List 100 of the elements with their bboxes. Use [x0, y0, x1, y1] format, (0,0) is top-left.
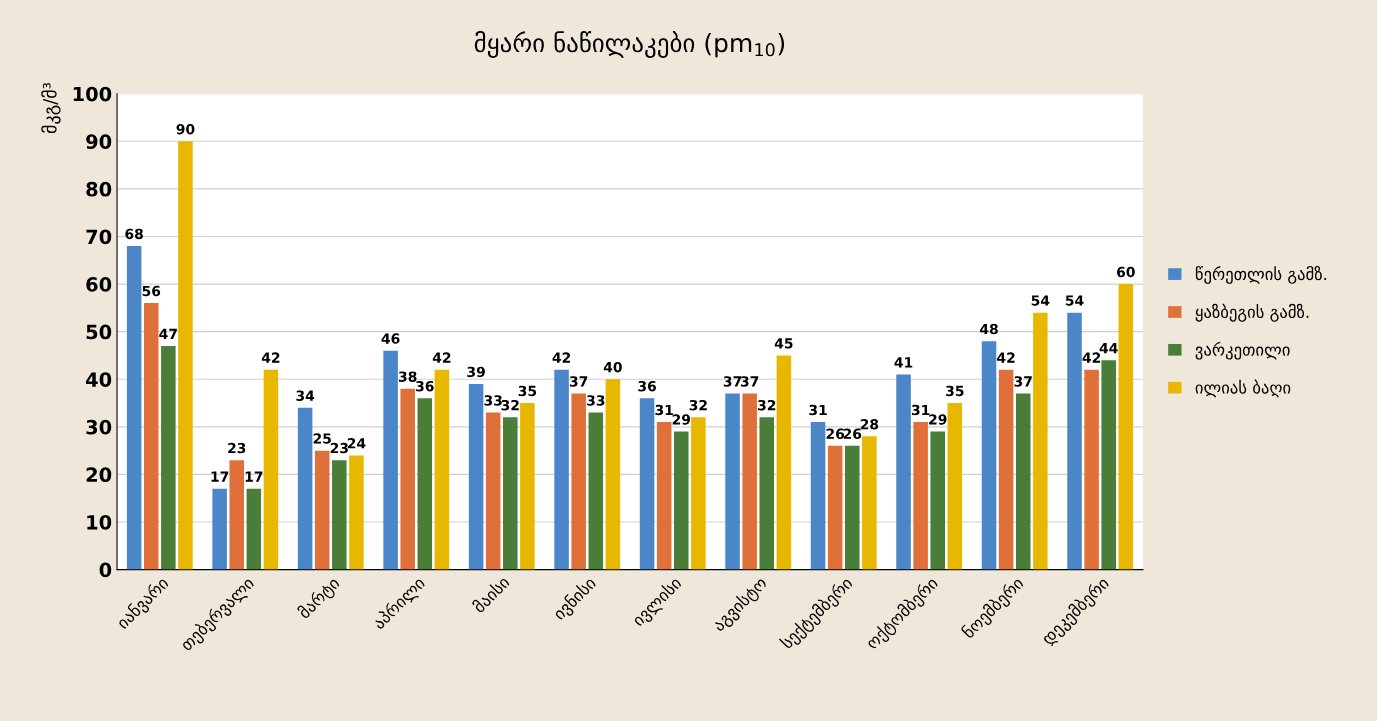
data-label: 37	[1014, 376, 1032, 387]
data-label: 54	[1031, 295, 1050, 306]
legend-label: წერეთლის გამზ.	[1195, 265, 1327, 284]
bar	[896, 374, 911, 570]
data-label: 42	[1082, 352, 1101, 363]
bar	[742, 393, 757, 570]
bar	[143, 303, 159, 570]
bar	[400, 388, 415, 570]
data-label: 44	[1099, 343, 1118, 354]
bar	[810, 422, 826, 570]
y-tick-label: 70	[86, 229, 112, 245]
bar	[930, 431, 945, 570]
bar	[263, 369, 279, 570]
data-label: 29	[929, 414, 947, 425]
bar	[178, 141, 193, 570]
data-label: 23	[228, 442, 246, 454]
bar	[126, 246, 142, 570]
y-tick-label: 0	[99, 562, 112, 578]
data-label: 37	[569, 376, 588, 387]
bar	[656, 422, 672, 570]
data-label: 42	[997, 352, 1015, 363]
data-label: 33	[484, 395, 502, 406]
bar	[383, 350, 398, 570]
bar	[212, 488, 227, 570]
data-label: 32	[758, 399, 776, 411]
data-label: 29	[672, 414, 691, 425]
bar	[1101, 360, 1116, 570]
y-tick-label: 40	[86, 372, 112, 387]
bar	[827, 445, 843, 570]
bar	[674, 431, 689, 570]
data-label: 35	[518, 385, 537, 397]
y-tick-label: 100	[73, 86, 112, 102]
bar	[297, 407, 313, 570]
bar	[759, 417, 775, 570]
bar	[1033, 312, 1048, 570]
bar	[862, 436, 877, 570]
legend-label: ილიას ბაღი	[1195, 379, 1291, 398]
bar	[332, 460, 347, 570]
bar	[1015, 393, 1031, 570]
bar	[314, 450, 330, 570]
data-label: 48	[979, 323, 998, 335]
y-tick-label: 90	[86, 134, 112, 149]
bar	[588, 412, 604, 570]
y-tick-label: 10	[87, 514, 112, 530]
y-tick-label: 30	[86, 419, 112, 435]
bar	[725, 393, 740, 570]
bar	[981, 341, 997, 570]
data-label: 32	[501, 399, 519, 411]
bar	[349, 455, 364, 570]
data-label: 42	[552, 352, 571, 363]
data-label: 42	[432, 352, 451, 363]
bar	[468, 384, 484, 570]
data-label: 17	[211, 471, 229, 482]
data-label: 38	[398, 371, 417, 382]
y-axis-title: მკგ/მ³	[41, 82, 61, 134]
data-label: 26	[843, 428, 862, 440]
data-label: 40	[603, 361, 622, 373]
data-label: 56	[142, 285, 161, 297]
data-label: 31	[911, 404, 930, 416]
data-label: 37	[740, 376, 759, 387]
data-label: 68	[125, 228, 143, 240]
bar	[639, 398, 655, 570]
data-label: 31	[809, 404, 827, 416]
data-label: 24	[347, 438, 366, 449]
data-label: 37	[723, 376, 742, 387]
data-label: 28	[860, 418, 879, 430]
data-label: 36	[416, 380, 434, 392]
data-label: 35	[946, 385, 964, 397]
data-label: 54	[1065, 295, 1084, 306]
bar	[691, 417, 706, 570]
data-label: 26	[826, 428, 845, 440]
data-label: 41	[894, 357, 913, 368]
bar	[998, 369, 1014, 570]
bar	[417, 398, 433, 570]
bar	[1118, 284, 1134, 570]
data-label: 34	[296, 390, 315, 401]
data-label: 90	[176, 123, 195, 135]
bar	[246, 488, 262, 570]
data-label: 36	[638, 380, 656, 392]
bar	[161, 345, 176, 570]
bar	[485, 412, 501, 570]
data-label: 46	[381, 333, 400, 344]
bar	[229, 460, 244, 570]
bar	[1084, 369, 1099, 570]
data-label: 45	[774, 338, 793, 349]
legend-label: ყაზბეგის გამზ.	[1195, 303, 1309, 322]
y-tick-label: 50	[86, 324, 112, 340]
data-label: 31	[655, 404, 673, 416]
data-label: 17	[245, 471, 263, 482]
data-label: 42	[261, 352, 280, 363]
chart-title: მყარი ნაწილაკები (pm$_{10}$)	[474, 31, 785, 58]
bar	[776, 355, 792, 570]
bar	[571, 393, 586, 570]
data-label: 60	[1117, 266, 1135, 278]
data-label: 25	[313, 433, 331, 444]
bar	[913, 422, 928, 570]
bar	[520, 403, 535, 570]
data-label: 32	[689, 399, 707, 411]
bar	[1067, 312, 1082, 570]
bar	[434, 369, 450, 570]
